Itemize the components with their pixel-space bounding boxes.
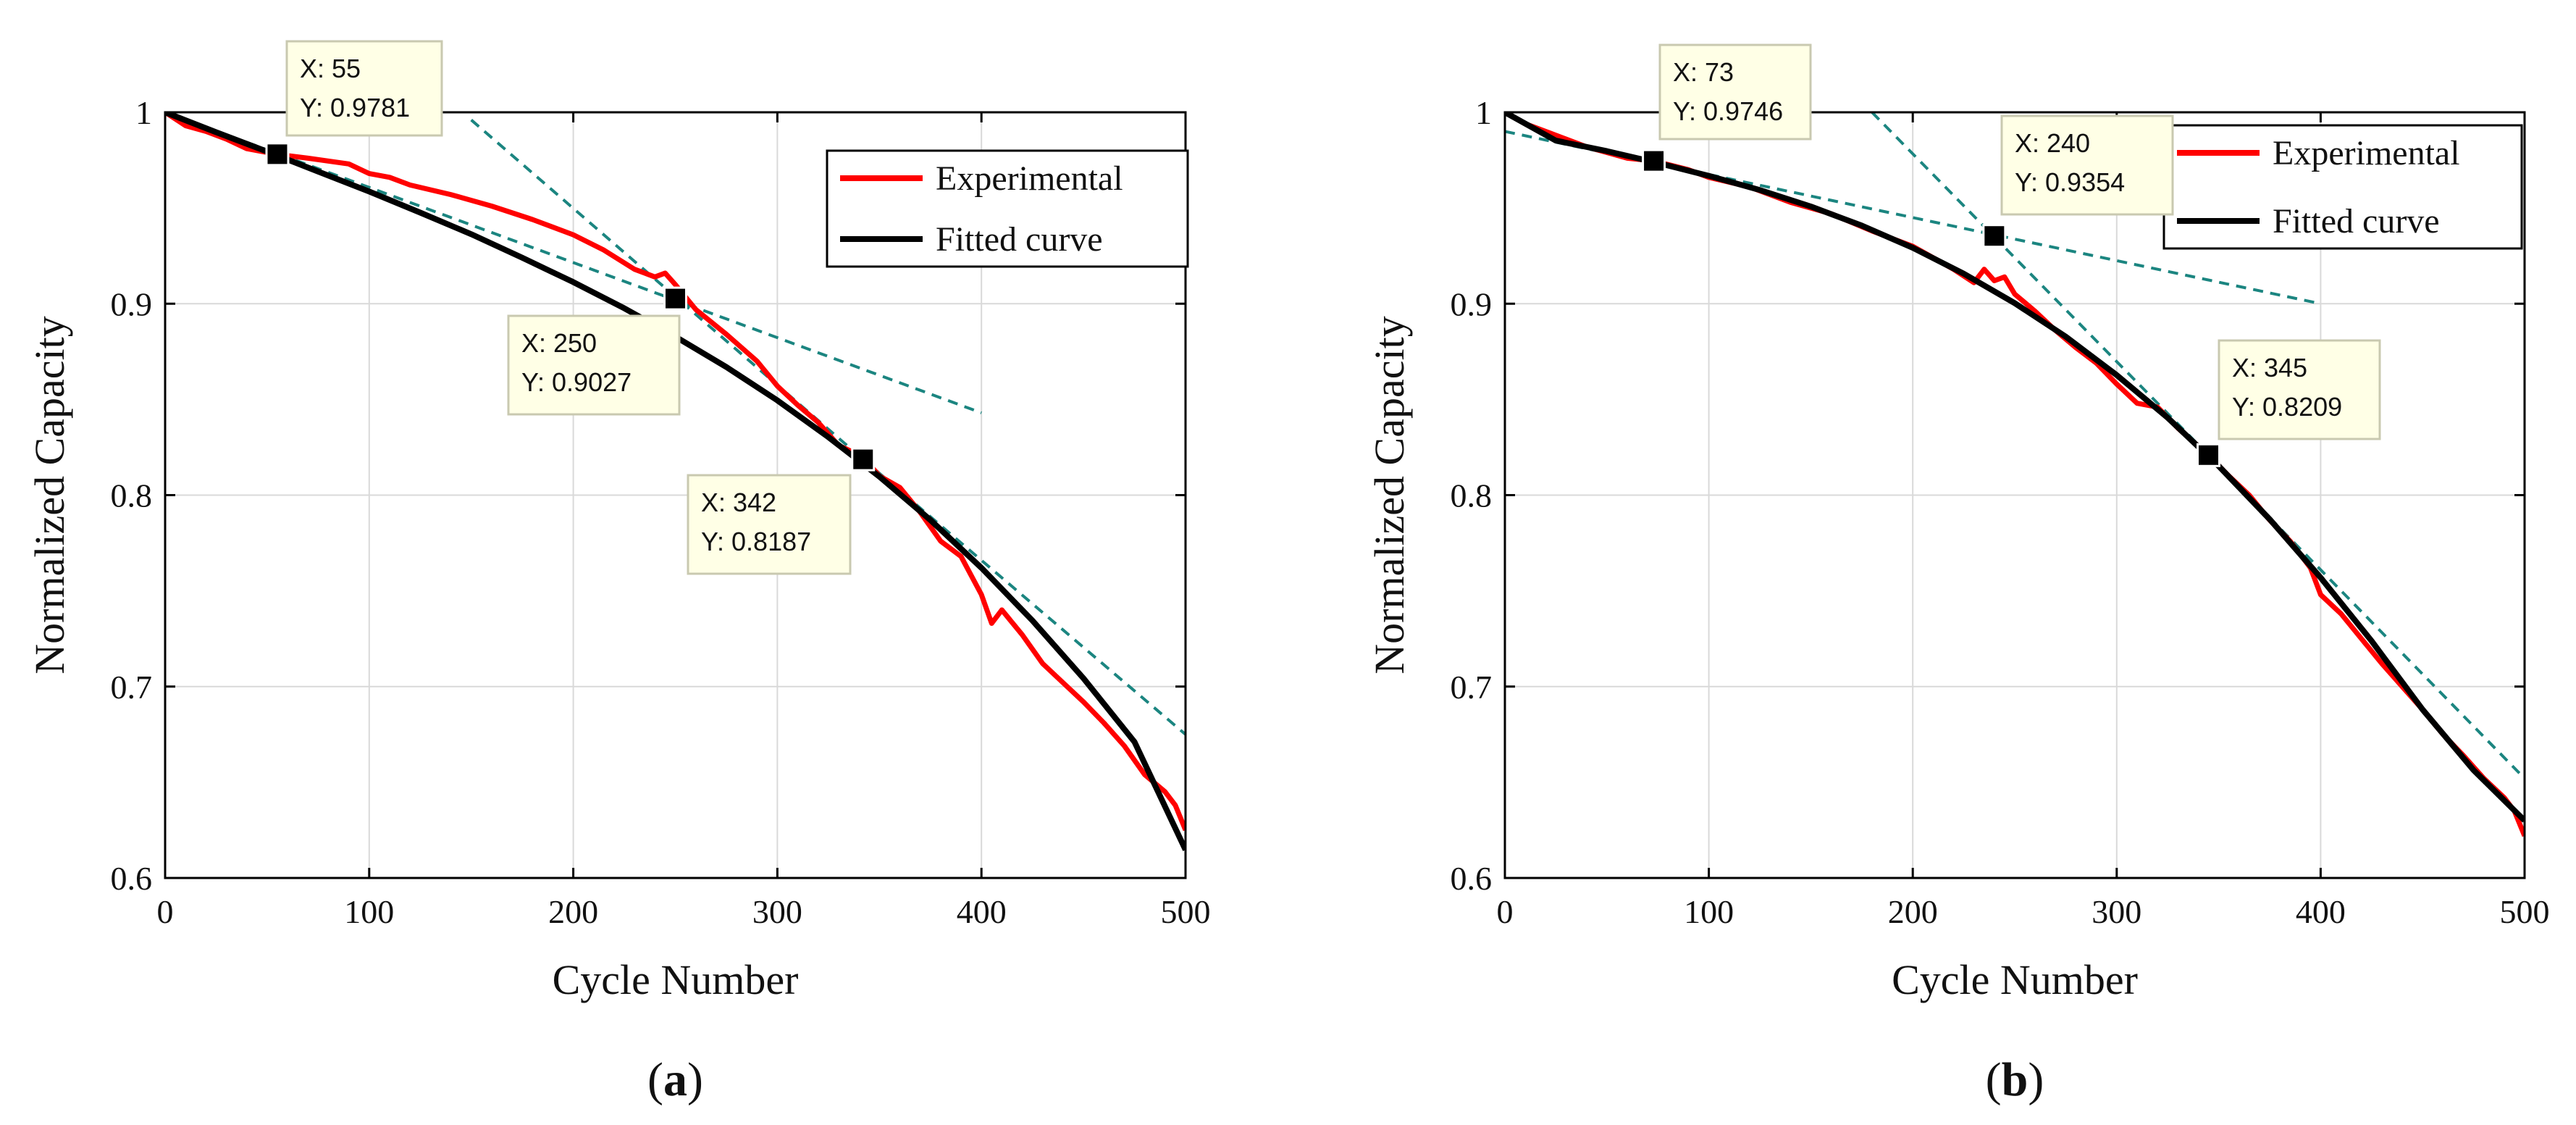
chart-panel-a: 0 100 200 300 400 500 0.6 0.7 0.8 0.9 1 Cycle Numbe… [26, 40, 1211, 1106]
datatip-x-text: X: 55 [300, 54, 361, 83]
y-tick-label: 0.6 [1451, 860, 1493, 897]
datatip-x-text: X: 342 [701, 488, 776, 517]
datatip-y-text: Y: 0.8209 [2232, 392, 2342, 422]
datatip-marker[interactable] [1642, 149, 1666, 173]
datatip[interactable]: X: 345 Y: 0.8209 [2218, 339, 2381, 440]
datatip-box [2218, 339, 2381, 440]
x-tick-label: 500 [1161, 893, 1211, 930]
panel-label: (b) [1986, 1053, 2044, 1106]
x-axis-title: Cycle Number [553, 956, 799, 1003]
datatip-box [2000, 114, 2174, 216]
legend-label: Fitted curve [2273, 202, 2440, 241]
datatip-box [285, 40, 443, 137]
datatip[interactable]: X: 73 Y: 0.9746 [1658, 43, 1812, 141]
x-tick-label: 100 [344, 893, 394, 930]
x-tick-label: 300 [2092, 893, 2141, 930]
x-tick-label: 500 [2500, 893, 2550, 930]
y-tick-label: 0.6 [111, 860, 153, 897]
x-axis-title: Cycle Number [1892, 956, 2138, 1003]
x-tick-label: 0 [157, 893, 174, 930]
panel-label: (a) [647, 1053, 703, 1106]
datatip-marker[interactable] [2197, 443, 2221, 467]
datatip-x-text: X: 240 [2015, 128, 2090, 158]
legend-label: Experimental [2273, 134, 2460, 172]
x-tick-label: 0 [1497, 893, 1514, 930]
series-line-fitted-curve [1505, 112, 2525, 823]
x-tick-label: 100 [1684, 893, 1734, 930]
y-axis-title: Normalized Capacity [1366, 316, 1413, 674]
datatip-y-text: Y: 0.9354 [2015, 167, 2125, 197]
legend-box [826, 149, 1189, 268]
x-tick-label: 200 [548, 893, 598, 930]
y-tick-label: 0.7 [111, 669, 153, 706]
legend-label: Fitted curve [936, 220, 1103, 259]
datatip-y-text: Y: 0.8187 [701, 527, 811, 556]
tangent-line [1871, 112, 2210, 456]
datatip-box [687, 474, 852, 575]
x-tick-label: 400 [957, 893, 1007, 930]
y-tick-label: 0.8 [111, 477, 153, 514]
chart-panel-b: 0 100 200 300 400 500 0.6 0.7 0.8 0.9 1 Cycle Numbe… [1366, 43, 2550, 1106]
legend-box [2162, 124, 2523, 250]
datatip-marker[interactable] [265, 142, 290, 167]
datatip-x-text: X: 73 [1673, 57, 1734, 87]
datatip-y-text: Y: 0.9781 [300, 93, 410, 122]
datatip[interactable]: X: 250 Y: 0.9027 [507, 314, 681, 416]
y-tick-label: 1 [135, 94, 152, 131]
y-axis-title: Normalized Capacity [26, 316, 73, 674]
datatip-box [1658, 43, 1812, 141]
datatip-x-text: X: 250 [521, 328, 597, 358]
datatip-y-text: Y: 0.9746 [1673, 96, 1783, 126]
x-tick-label: 300 [752, 893, 802, 930]
datatip-y-text: Y: 0.9027 [521, 367, 632, 397]
legend-label: Experimental [936, 159, 1123, 198]
series-line-experimental [165, 112, 1186, 832]
datatip-marker[interactable] [851, 447, 876, 472]
datatip-box [507, 314, 681, 416]
y-tick-label: 0.8 [1451, 477, 1493, 514]
datatip[interactable]: X: 240 Y: 0.9354 [2000, 114, 2174, 216]
y-tick-label: 0.9 [111, 285, 153, 322]
datatip-x-text: X: 345 [2232, 353, 2307, 382]
x-tick-label: 200 [1888, 893, 1938, 930]
datatip[interactable]: X: 342 Y: 0.8187 [687, 474, 852, 575]
legend: Experimental Fitted curve [826, 149, 1189, 268]
y-tick-label: 1 [1475, 94, 1492, 131]
y-tick-label: 0.9 [1451, 285, 1493, 322]
x-tick-label: 400 [2296, 893, 2346, 930]
datatip[interactable]: X: 55 Y: 0.9781 [285, 40, 443, 137]
y-tick-label: 0.7 [1451, 669, 1493, 706]
datatip-marker[interactable] [1982, 224, 2007, 248]
datatip-marker[interactable] [663, 286, 687, 311]
plot-content [1505, 112, 2525, 837]
legend: Experimental Fitted curve [2162, 124, 2523, 250]
